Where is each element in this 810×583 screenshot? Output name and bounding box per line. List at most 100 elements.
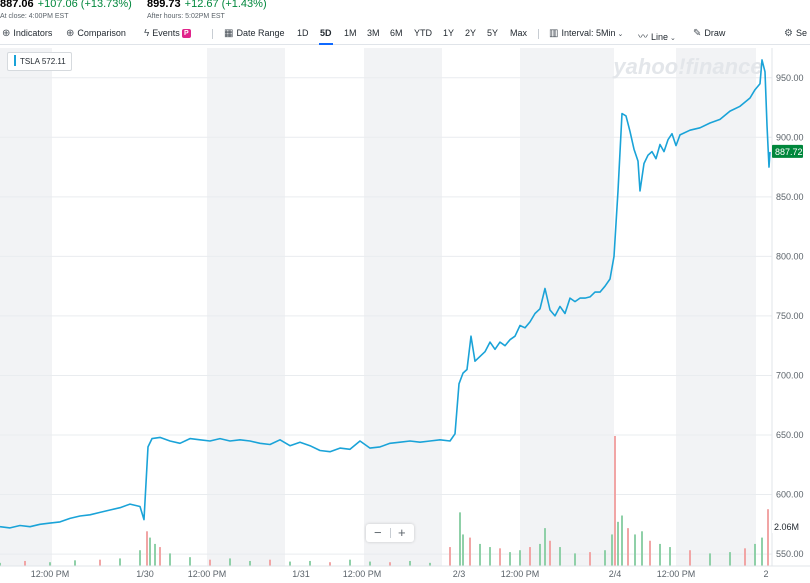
- chart-type-dropdown[interactable]: 〰 Line ⌄: [638, 28, 679, 43]
- indicators-button[interactable]: ⊕ Indicators: [2, 28, 52, 39]
- range-ytd[interactable]: YTD: [414, 28, 432, 38]
- volume-bar: [489, 547, 491, 566]
- toolbar-divider: [538, 29, 539, 39]
- volume-bar: [49, 562, 51, 566]
- chevron-down-icon: ⌄: [670, 35, 676, 42]
- volume-bar: [449, 547, 451, 566]
- volume-bar: [249, 560, 251, 566]
- range-5y[interactable]: 5Y: [487, 28, 499, 38]
- series-swatch: [14, 55, 16, 66]
- session-band: [364, 48, 442, 566]
- volume-bar: [479, 543, 481, 566]
- volume-bar: [559, 547, 561, 566]
- volume-bar: [309, 560, 311, 566]
- zoom-in-button[interactable]: +: [398, 525, 406, 540]
- volume-bar: [159, 547, 161, 566]
- pencil-icon: ✎: [693, 28, 702, 39]
- volume-bars: [0, 436, 769, 566]
- x-tick-label: 12:00 PM: [188, 569, 227, 579]
- volume-bar: [709, 553, 711, 566]
- legend-symbol: TSLA: [20, 57, 40, 66]
- volume-bar: [149, 537, 151, 566]
- draw-button[interactable]: ✎ Draw: [693, 28, 725, 39]
- volume-bar: [154, 543, 156, 566]
- volume-bar: [99, 559, 101, 566]
- volume-tag: 2.06M: [772, 520, 802, 533]
- volume-bar: [627, 528, 629, 566]
- volume-bar: [269, 559, 271, 566]
- volume-bar: [24, 560, 26, 566]
- volume-bar: [611, 534, 613, 566]
- x-tick-label: 12:00 PM: [343, 569, 382, 579]
- settings-button[interactable]: ⚙ Se: [784, 28, 807, 39]
- range-1d[interactable]: 1D: [297, 28, 309, 38]
- volume-bar: [744, 548, 746, 566]
- volume-bar: [634, 534, 636, 566]
- yahoo-finance-watermark: yahoo!finance: [612, 54, 762, 79]
- close-change: +107.06 (+13.73%): [37, 0, 132, 10]
- volume-bar: [189, 557, 191, 566]
- close-quote: 887.06 +107.06 (+13.73%) At close: 4:00PM…: [0, 0, 132, 20]
- range-3m[interactable]: 3M: [367, 28, 380, 38]
- after-hours-quote: 899.73 +12.67 (+1.43%) After hours: 5:02P…: [147, 0, 267, 20]
- events-badge: P: [181, 29, 191, 38]
- volume-bar: [539, 543, 541, 566]
- zoom-out-button[interactable]: −: [374, 525, 382, 540]
- range-1y[interactable]: 1Y: [443, 28, 455, 38]
- volume-bar: [641, 531, 643, 566]
- x-tick-label: 1/30: [136, 569, 154, 579]
- x-tick-label: 12:00 PM: [31, 569, 70, 579]
- y-tick-label: 800.00: [776, 251, 804, 261]
- volume-bar: [549, 540, 551, 566]
- volume-bar: [519, 550, 521, 566]
- volume-bar: [0, 562, 1, 566]
- volume-bar: [614, 436, 616, 566]
- chart-toolbar: ⊕ Indicators ⊕ Comparison ϟ Events P ▦ Date R…: [0, 24, 810, 45]
- comparison-button[interactable]: ⊕ Comparison: [66, 28, 126, 39]
- y-tick-label: 950.00: [776, 73, 804, 83]
- range-1m[interactable]: 1M: [344, 28, 357, 38]
- volume-bar: [529, 547, 531, 566]
- y-tick-label: 650.00: [776, 430, 804, 440]
- range-max[interactable]: Max: [510, 28, 528, 38]
- after-hours-price: 899.73: [147, 0, 181, 10]
- after-hours-note: After hours: 5:02PM EST: [147, 13, 225, 20]
- last-price-tag: 887.72: [772, 144, 803, 158]
- volume-bar: [369, 561, 371, 566]
- volume-bar: [459, 512, 461, 566]
- last-price-background: [772, 144, 803, 158]
- plus-circle-icon: ⊕: [2, 28, 11, 39]
- x-tick-label: 2/4: [609, 569, 622, 579]
- date-range-button[interactable]: ▦ Date Range: [224, 28, 285, 39]
- session-bands: [0, 48, 756, 566]
- close-price: 887.06: [0, 0, 34, 10]
- volume-bar: [209, 559, 211, 566]
- y-tick-label: 850.00: [776, 192, 804, 202]
- last-price-label: 887.72: [775, 147, 803, 157]
- volume-bar: [469, 537, 471, 566]
- volume-bar: [754, 543, 756, 566]
- y-axis: 550.00 600.00 650.00 700.00 750.00 800.00 850.…: [776, 73, 804, 559]
- gridlines: [0, 77, 772, 555]
- volume-bar: [169, 553, 171, 566]
- volume-bar: [621, 515, 623, 566]
- x-axis: 12:00 PM 1/30 12:00 PM 1/31 12:00 PM 2/3 12:00…: [31, 569, 769, 579]
- chart-type-label: Line: [651, 32, 669, 42]
- chevron-down-icon: ⌄: [617, 31, 624, 38]
- price-line: [0, 59, 771, 529]
- range-6m[interactable]: 6M: [390, 28, 403, 38]
- x-tick-label: 1/31: [292, 569, 310, 579]
- session-band: [207, 48, 285, 566]
- volume-bar: [119, 558, 121, 566]
- range-5d[interactable]: 5D: [319, 28, 333, 45]
- plus-circle-icon: ⊕: [66, 28, 75, 39]
- series-legend[interactable]: TSLA 572.11: [7, 52, 72, 71]
- interval-dropdown[interactable]: ▥ Interval: 5Min ⌄: [549, 28, 626, 39]
- range-2y[interactable]: 2Y: [465, 28, 477, 38]
- y-tick-label: 600.00: [776, 490, 804, 500]
- settings-label: Se: [795, 28, 807, 38]
- events-button[interactable]: ϟ Events P: [144, 28, 191, 39]
- y-tick-label: 750.00: [776, 311, 804, 321]
- volume-bar: [509, 552, 511, 566]
